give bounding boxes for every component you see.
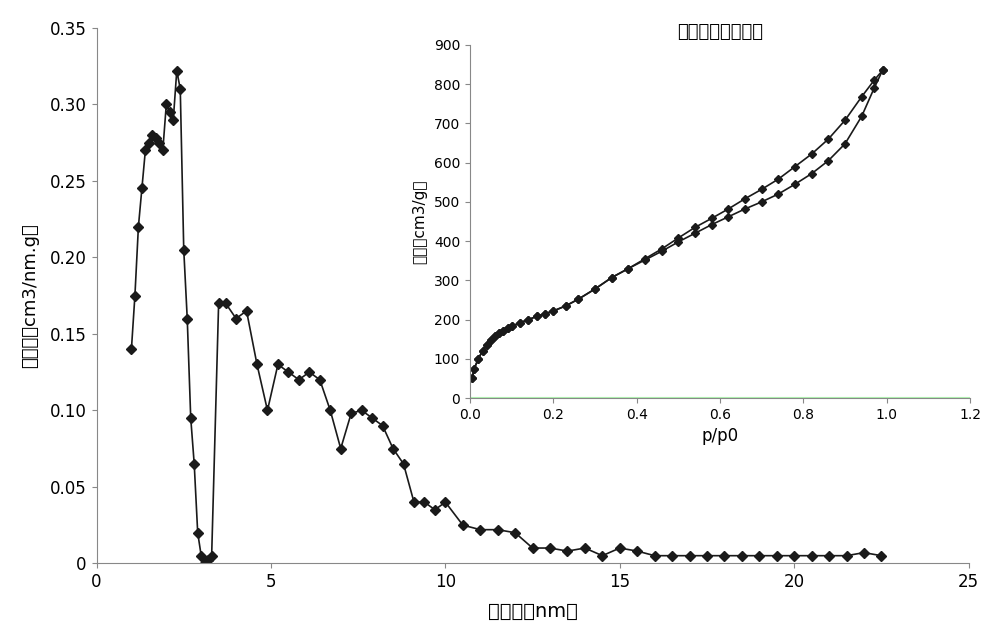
X-axis label: 孔宽度（nm）: 孔宽度（nm） bbox=[488, 602, 578, 621]
X-axis label: p/p0: p/p0 bbox=[701, 428, 739, 446]
Title: 氮气吸附脱附曲线: 氮气吸附脱附曲线 bbox=[677, 22, 763, 40]
Y-axis label: 体积（cm3/g）: 体积（cm3/g） bbox=[412, 179, 427, 264]
Y-axis label: 孔体积（cm3/nm.g）: 孔体积（cm3/nm.g） bbox=[21, 223, 39, 368]
